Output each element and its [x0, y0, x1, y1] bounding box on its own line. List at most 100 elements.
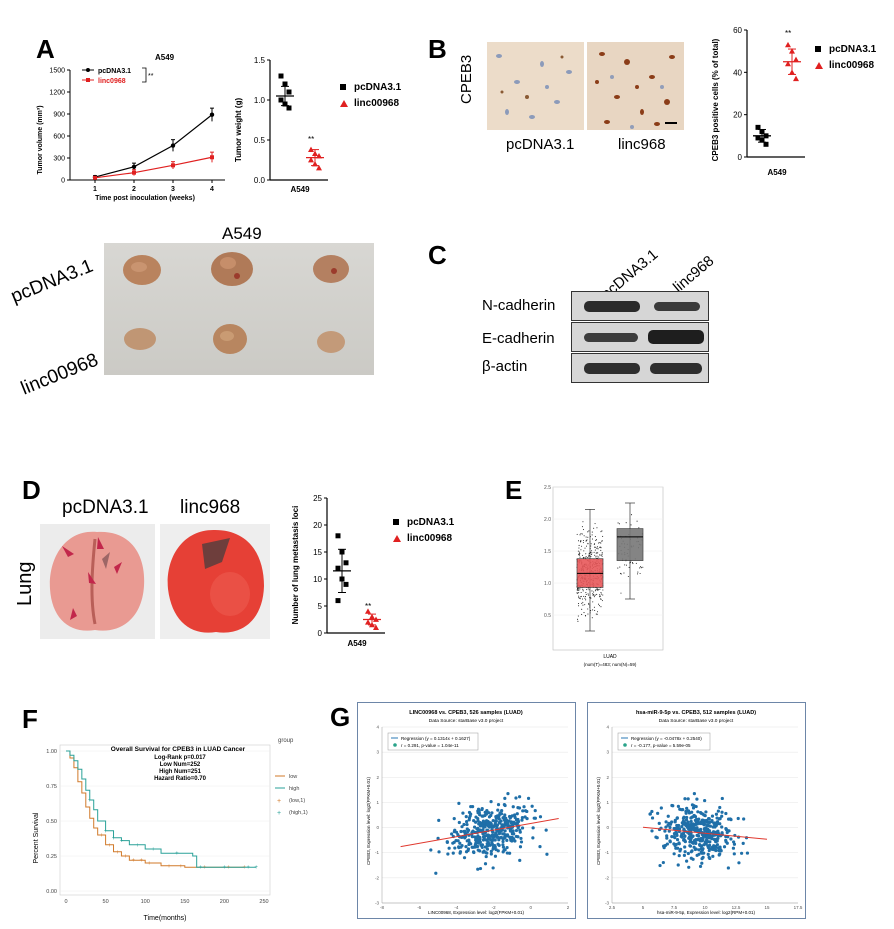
jitter-point: [579, 598, 581, 600]
scatter-point: [464, 845, 468, 849]
scatter-point: [545, 852, 549, 856]
scatter-point: [697, 848, 701, 852]
scatter-point: [694, 804, 698, 809]
censor-mark: +: [116, 850, 120, 856]
y-tick-label: -3: [605, 901, 609, 906]
scatter-point: [694, 822, 698, 826]
jitter-point: [588, 556, 590, 558]
scatter-point: [493, 821, 497, 825]
scatter-point: [437, 818, 441, 823]
scatter-point: [693, 826, 698, 830]
jitter-point: [582, 521, 584, 523]
jitter-point: [595, 556, 597, 558]
scatter-point: [650, 816, 655, 820]
scatter-point: [509, 829, 513, 833]
scatter-point: [456, 833, 460, 837]
scatter-point: [708, 824, 712, 828]
scatter-point: [506, 791, 510, 796]
y-tick-label: 2: [606, 775, 609, 780]
lung-label-pcdna: pcDNA3.1: [62, 497, 149, 518]
metastasis-sig: **: [365, 602, 371, 611]
jitter-point: [595, 546, 597, 548]
jitter-point: [595, 589, 597, 591]
scatter-point: [682, 853, 686, 857]
panel-letter-e: E: [505, 475, 523, 505]
jitter-point: [583, 595, 585, 597]
scatter-point: [517, 795, 522, 799]
data-point: [785, 41, 791, 48]
scatter-point: [481, 838, 486, 842]
jitter-point: [602, 594, 604, 596]
scatter-point: [451, 851, 455, 855]
scatter-point: [715, 843, 720, 847]
data-point: [789, 69, 795, 75]
x-tick-label: 0: [64, 899, 67, 905]
data-point: [339, 549, 345, 555]
y-tick-label: 900: [53, 112, 65, 119]
jitter-point: [595, 539, 597, 542]
scatter-point: [696, 834, 701, 838]
blot-strip-bactin: [571, 353, 709, 383]
jitter-point: [588, 603, 590, 605]
jitter-point: [624, 564, 626, 566]
growth-legend: pcDNA3.1 linc0968 **: [82, 67, 154, 85]
jitter-point: [578, 553, 580, 555]
growth-xlabel: Time post inoculation (weeks): [95, 195, 195, 202]
legend-label-linc: linc00968: [354, 97, 400, 109]
scatter-point: [465, 820, 469, 824]
x-tick-label: 15: [764, 905, 770, 910]
scatter-point: [686, 851, 690, 856]
scatter-point: [437, 850, 441, 854]
scatter-point: [706, 852, 710, 857]
scatter-point: [741, 841, 745, 846]
scatter-point: [716, 836, 720, 840]
jitter-point: [578, 544, 580, 547]
jitter-point: [581, 608, 583, 610]
scatter-right-ylabel: CPEB3, Expression level: log2(FPKM+0.01): [596, 777, 601, 865]
jitter-point: [630, 524, 632, 526]
jitter-point: [583, 550, 585, 552]
jitter-point: [593, 591, 595, 593]
survival-legend-high-censor: (high,1): [289, 810, 308, 816]
scatter-point: [531, 836, 535, 840]
data-point: [335, 565, 341, 571]
scatter-right-legend-box: [617, 732, 711, 751]
jitter-point: [577, 602, 580, 605]
data-point: [789, 48, 795, 54]
scatter-point: [465, 822, 469, 827]
jitter-point: [640, 566, 642, 568]
jitter-point: [588, 589, 590, 591]
scatter-point: [710, 834, 714, 838]
jitter-point: [582, 557, 584, 559]
scatter-point: [457, 845, 461, 849]
band: [654, 302, 700, 311]
growth-ylabel: Tumor volume (mm³): [37, 105, 44, 174]
scatter-point: [538, 815, 543, 819]
scatter-point: [482, 820, 486, 825]
scatter-point: [742, 817, 746, 821]
jitter-point: [627, 575, 629, 578]
scatter-point: [472, 825, 477, 829]
scatter-point: [707, 834, 712, 838]
jitter-point: [580, 540, 582, 542]
jitter-point: [581, 533, 583, 535]
scatter-point: [471, 829, 475, 833]
km-curve-high: [66, 750, 257, 868]
data-point: [278, 73, 284, 79]
photo-row-label-linc: linc00968: [18, 349, 102, 400]
x-tick-label: -4: [454, 905, 458, 910]
x-tick-label: 2: [132, 186, 136, 193]
scatter-point: [490, 842, 495, 846]
scatter-point: [704, 810, 708, 814]
jitter-point: [588, 602, 590, 604]
jitter-point: [591, 538, 594, 540]
scatter-point: [714, 848, 718, 853]
jitter-point: [632, 563, 634, 565]
jitter-point: [601, 555, 603, 557]
scatter-point: [714, 812, 719, 816]
data-point: [312, 161, 318, 167]
metastasis-arrow-icons: [62, 537, 122, 620]
tumor-photo-svg: [123, 252, 349, 354]
jitter-point: [640, 567, 642, 569]
jitter-point: [596, 546, 598, 548]
